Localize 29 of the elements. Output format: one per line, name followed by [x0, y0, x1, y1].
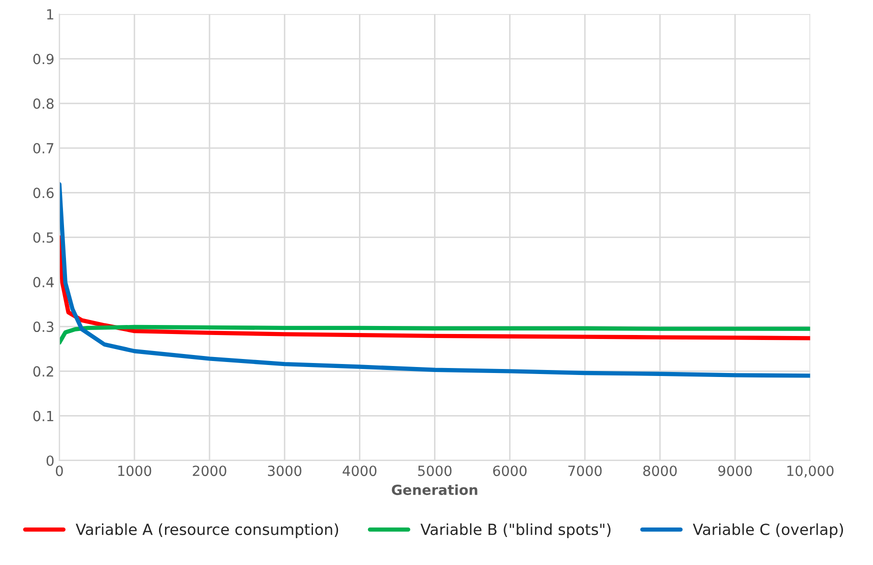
x-axis-title: Generation: [392, 484, 478, 496]
y-tick-label: 0.4: [33, 276, 54, 288]
x-tick-label: 6000: [493, 466, 527, 476]
y-tick-label: 0.6: [33, 188, 54, 198]
x-tick-label: 7000: [568, 466, 602, 476]
y-tick-label: 0.8: [33, 98, 54, 109]
x-tick-label: 0: [56, 466, 63, 476]
y-tick-label: 0.5: [33, 232, 54, 243]
x-tick-label: 1000: [118, 466, 152, 476]
line-series: [59, 324, 810, 345]
x-tick-label: 2000: [192, 466, 226, 476]
x-tick-label: 5000: [418, 466, 452, 476]
legend-label: Variable A (resource consumption): [76, 523, 338, 538]
legend-label: Variable C (overlap): [692, 523, 843, 538]
y-tick-label: 0.7: [33, 143, 54, 154]
x-tick-label: 3000: [268, 466, 302, 476]
y-tick-label: 0.1: [33, 410, 54, 422]
x-tick-label: 8000: [643, 466, 677, 476]
y-tick-label: 0.3: [33, 322, 54, 332]
x-tick-label: 9000: [718, 466, 752, 476]
y-tick-label: 1: [47, 9, 54, 20]
line-series: [59, 235, 810, 340]
x-tick-label: 10,000: [787, 466, 834, 478]
line-series: [59, 182, 810, 378]
y-tick-label: 0: [46, 455, 54, 466]
legend-label: Variable B ("blind spots"): [420, 523, 610, 538]
y-tick-label: 0.2: [33, 366, 54, 377]
y-tick-label: 0.9: [33, 54, 54, 64]
x-tick-label: 4000: [342, 466, 376, 476]
